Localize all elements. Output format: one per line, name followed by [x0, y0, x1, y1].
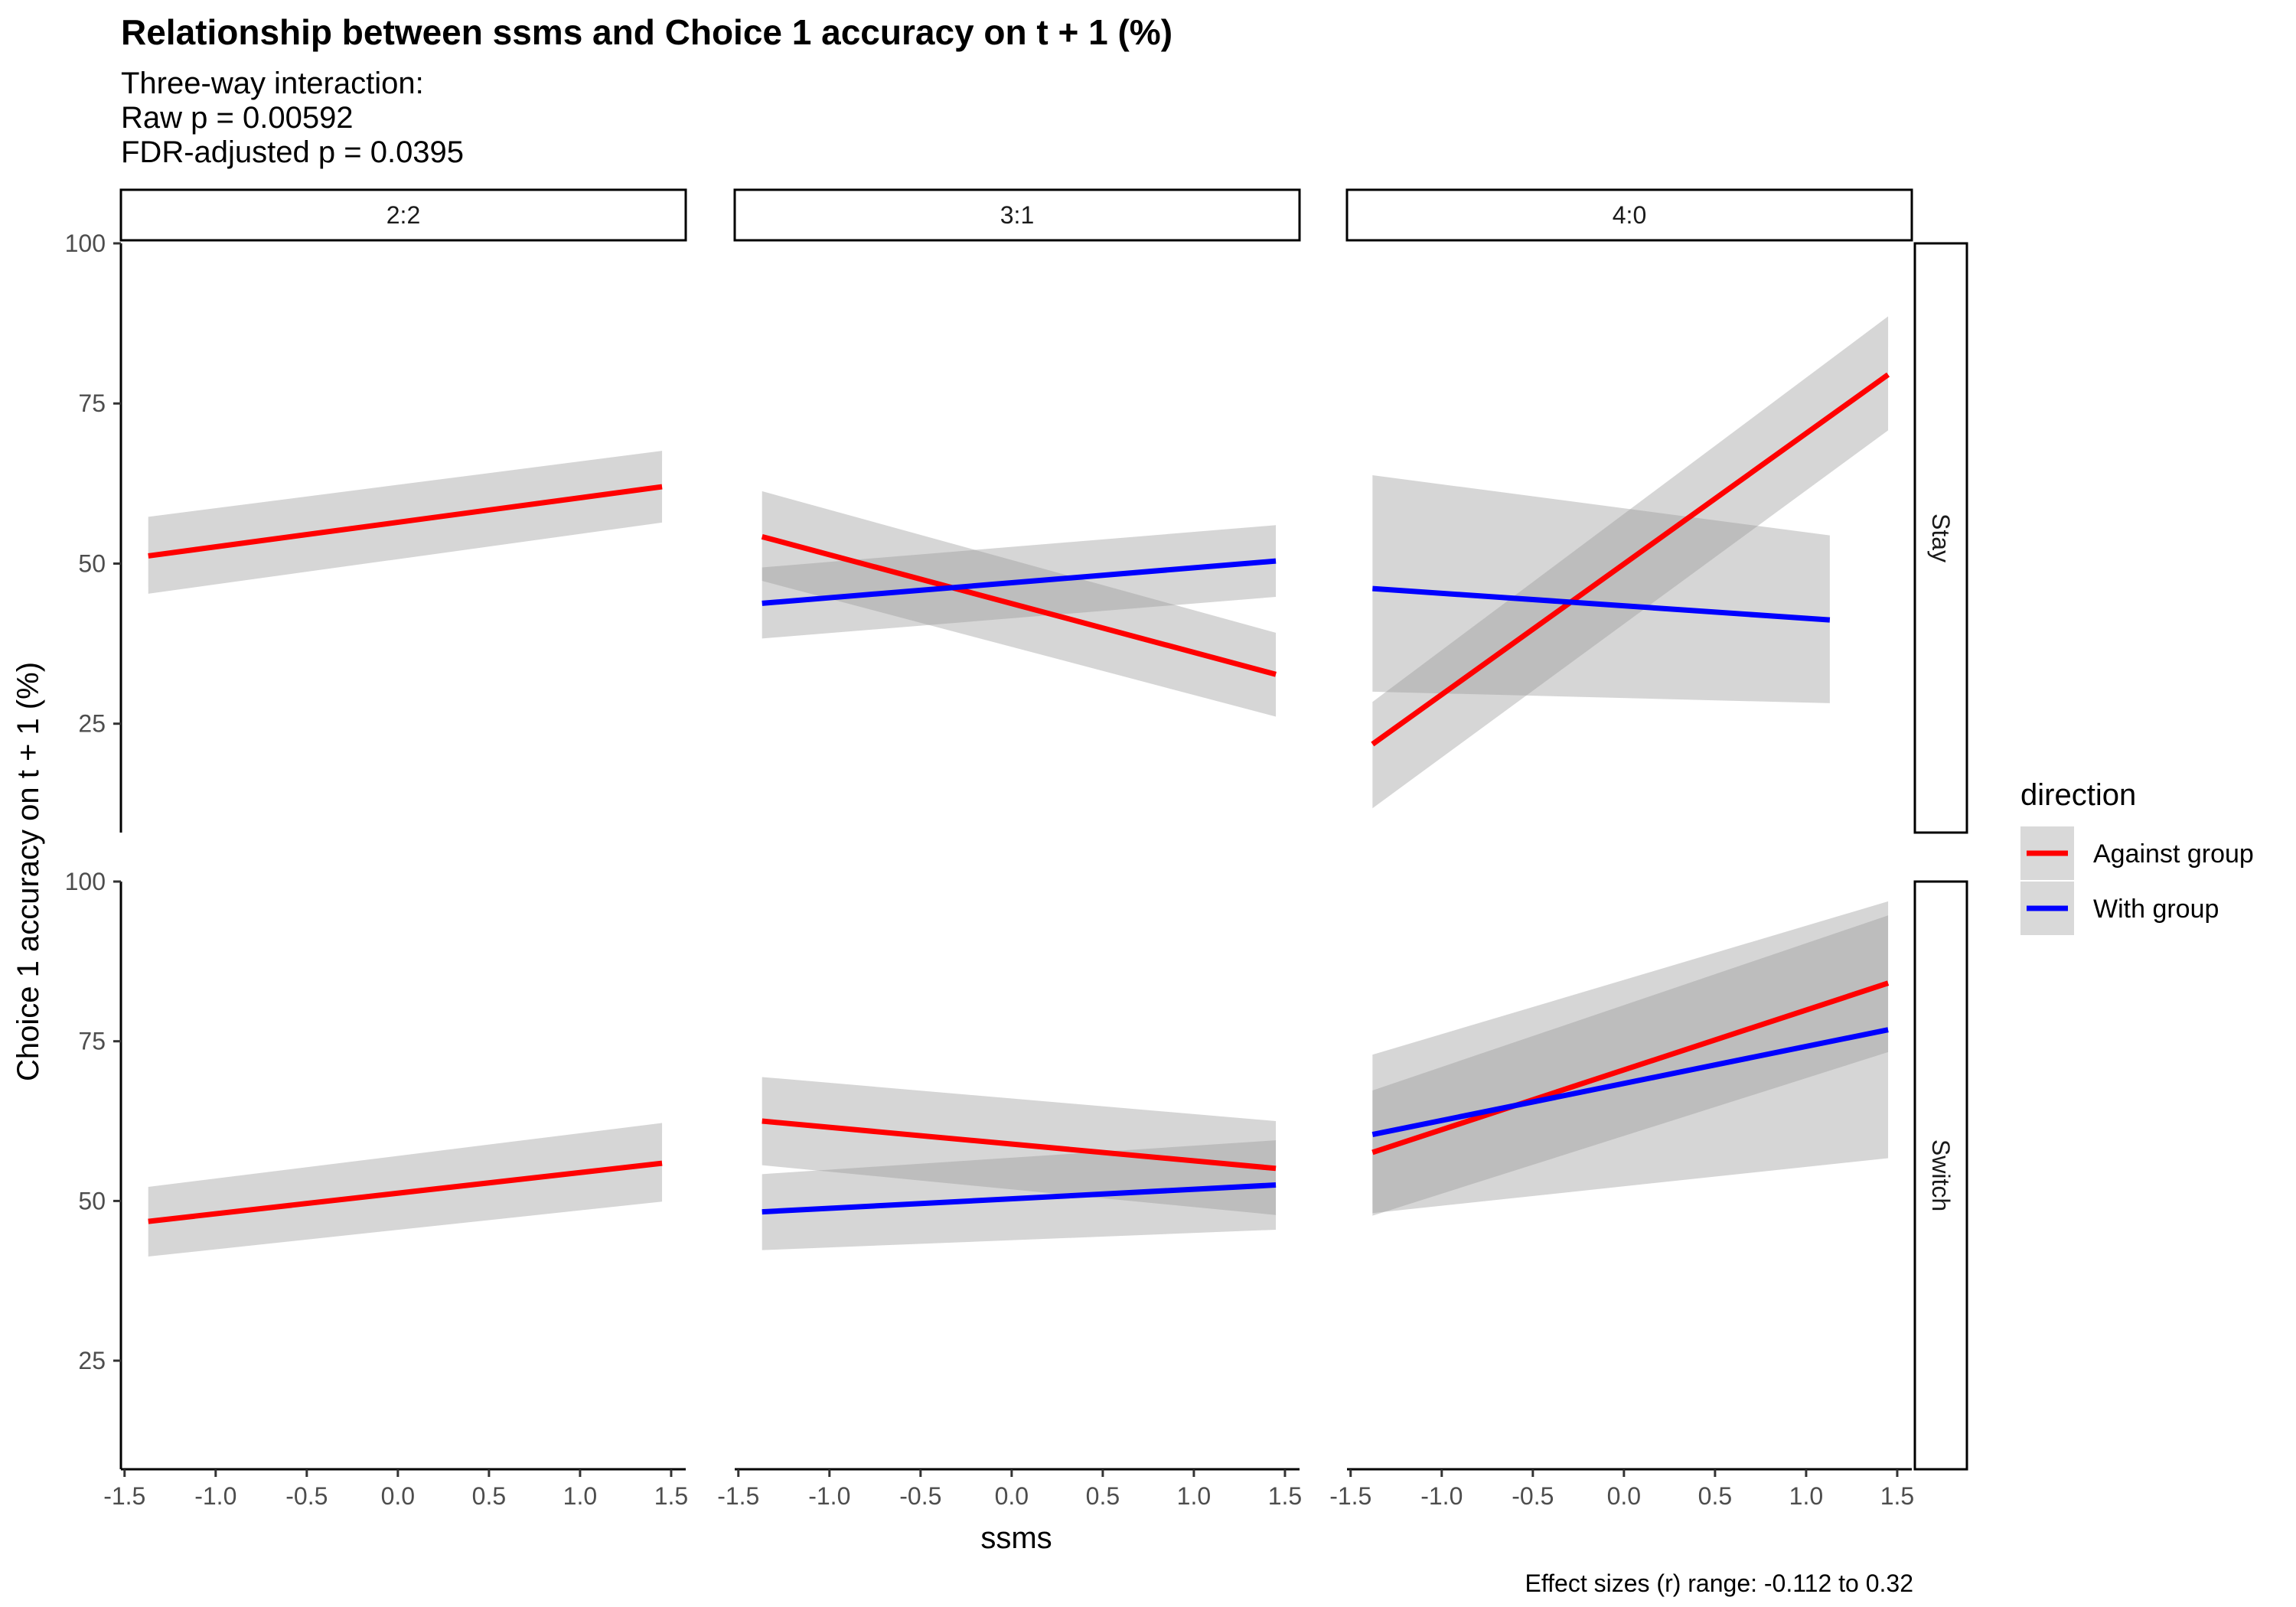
y-tick-label-switch-100: 100 — [65, 868, 106, 895]
x-tick-label-4-0-0: -1.5 — [1329, 1482, 1371, 1510]
legend-label-with-group: With group — [2093, 895, 2219, 924]
panel-3-1-switch — [762, 1077, 1277, 1250]
x-tick-label-3-1-0: -1.5 — [717, 1482, 759, 1510]
line-against-group-4-0-switch — [1371, 980, 1890, 1156]
x-tick-label-3-1-3: 0.0 — [995, 1482, 1029, 1510]
y-tick-label-switch-25: 25 — [78, 1347, 106, 1374]
facet-strip-4-0 — [1345, 188, 1913, 242]
x-tick-label-2-2-6: 1.5 — [654, 1482, 688, 1510]
x-tick-label-3-1-2: -0.5 — [899, 1482, 941, 1510]
x-tick-label-3-1-1: -1.0 — [808, 1482, 850, 1510]
chart-caption: Effect sizes (r) range: -0.112 to 0.32 — [1525, 1570, 1913, 1597]
y-tick-label-stay-100: 100 — [65, 230, 106, 257]
panel-3-1-stay — [761, 491, 1277, 717]
x-tick-label-2-2-5: 1.0 — [563, 1482, 597, 1510]
chart-subtitle-line-3: FDR-adjusted p = 0.0395 — [121, 135, 464, 169]
ribbon-with-group-4-0-switch — [1372, 901, 1889, 1214]
panel-4-0-switch — [1371, 901, 1890, 1216]
x-tick-label-4-0-3: 0.0 — [1607, 1482, 1641, 1510]
facet-strip-switch — [1913, 880, 1968, 1471]
y-tick-label-stay-75: 75 — [78, 390, 106, 417]
ribbon-with-group-3-1-switch — [762, 1140, 1277, 1250]
x-tick-label-2-2-0: -1.5 — [103, 1482, 145, 1510]
y-axis-title: Choice 1 accuracy on t + 1 (%) — [11, 662, 45, 1081]
facet-strip-label-4-0: 4:0 — [1613, 201, 1646, 229]
line-against-group-3-1-switch — [762, 1118, 1277, 1172]
chart-title: Relationship between ssms and Choice 1 a… — [121, 12, 1172, 52]
y-tick-label-switch-75: 75 — [78, 1028, 106, 1055]
panel-4-0-stay — [1371, 316, 1890, 809]
line-against-group-4-0-stay — [1371, 372, 1890, 747]
x-tick-label-4-0-1: -1.0 — [1420, 1482, 1463, 1510]
line-with-group-4-0-switch — [1371, 1027, 1889, 1138]
facet-panels: 2:2 3:1 4:0 Stay Switch 25 50 75 100 25 50 75 100 -1.… — [65, 188, 1968, 1510]
facet-strip-label-switch: Switch — [1927, 1139, 1955, 1211]
line-against-group-3-1-stay — [761, 533, 1277, 677]
x-tick-label-2-2-3: 0.0 — [381, 1482, 415, 1510]
chart-subtitle-line-1: Three-way interaction: — [121, 67, 424, 100]
legend-label-against-group: Against group — [2093, 839, 2254, 869]
panel-2-2-stay — [148, 451, 663, 594]
y-tick-label-stay-50: 50 — [78, 549, 106, 577]
line-with-group-3-1-switch — [762, 1182, 1277, 1215]
y-tick-label-switch-50: 50 — [78, 1187, 106, 1214]
legend-title: direction — [2020, 778, 2136, 812]
x-tick-label-2-2-1: -1.0 — [194, 1482, 236, 1510]
x-tick-label-3-1-5: 1.0 — [1177, 1482, 1211, 1510]
facet-strip-label-3-1: 3:1 — [1000, 201, 1034, 229]
legend: direction Against group With group — [2020, 778, 2254, 935]
ribbon-with-group-4-0-stay — [1372, 474, 1830, 703]
facet-strip-2-2 — [119, 188, 687, 242]
line-against-group-2-2-switch — [148, 1160, 663, 1224]
x-tick-label-4-0-4: 0.5 — [1698, 1482, 1732, 1510]
chart-subtitle-line-2: Raw p = 0.00592 — [121, 101, 354, 135]
x-tick-label-4-0-2: -0.5 — [1512, 1482, 1554, 1510]
panel-2-2-switch — [148, 1123, 663, 1257]
line-with-group-3-1-stay — [762, 558, 1277, 606]
line-against-group-2-2-stay — [148, 484, 663, 559]
facet-strip-label-2-2: 2:2 — [386, 201, 420, 229]
x-tick-label-2-2-2: -0.5 — [285, 1482, 328, 1510]
line-with-group-4-0-stay — [1372, 585, 1831, 623]
x-tick-label-3-1-4: 0.5 — [1086, 1482, 1120, 1510]
x-tick-label-2-2-4: 0.5 — [472, 1482, 506, 1510]
facet-strip-label-stay: Stay — [1927, 513, 1955, 562]
x-axis-title: ssms — [980, 1521, 1052, 1555]
x-tick-label-4-0-5: 1.0 — [1789, 1482, 1823, 1510]
x-tick-label-4-0-6: 1.5 — [1880, 1482, 1914, 1510]
facet-strip-stay — [1913, 242, 1968, 834]
y-tick-label-stay-25: 25 — [78, 710, 106, 738]
x-tick-label-3-1-6: 1.5 — [1268, 1482, 1302, 1510]
facet-strip-3-1 — [733, 188, 1301, 242]
